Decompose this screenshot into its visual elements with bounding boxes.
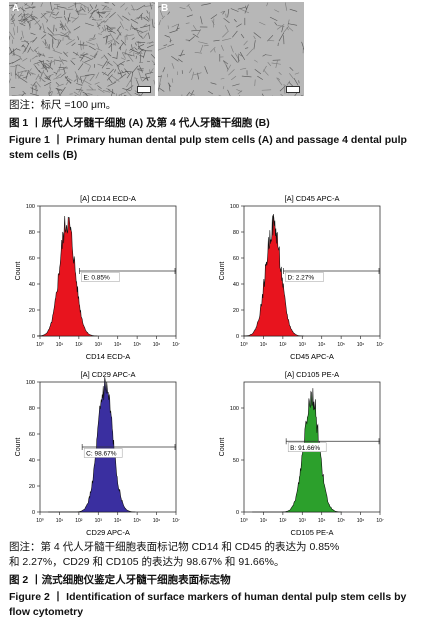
- y-axis-label: Count: [15, 438, 22, 457]
- y-tick-label: 40: [233, 282, 239, 288]
- micrograph-passage4: B: [158, 2, 304, 96]
- y-tick-label: 40: [29, 282, 35, 288]
- x-tick-label: 10⁷: [376, 342, 384, 348]
- gate-label: B: 91.66%: [290, 445, 320, 452]
- x-tick-label: 10⁵: [337, 342, 345, 348]
- x-tick-label: 10⁵: [337, 518, 345, 524]
- micrograph-primary: A: [9, 2, 155, 96]
- y-tick-label: 60: [29, 256, 35, 262]
- figure2-caption-en: Figure 2 丨 Identification of surface mar…: [9, 591, 407, 618]
- panel-a-label: A: [12, 3, 20, 14]
- chart-title: [A] CD29 APC-A: [80, 370, 135, 379]
- x-tick-label: 10⁰: [36, 342, 44, 348]
- y-tick-label: 100: [230, 204, 239, 210]
- figure2-caption-cn: 图 2 丨流式细胞仪鉴定人牙髓干细胞表面标志物: [9, 574, 231, 586]
- y-tick-label: 40: [29, 458, 35, 464]
- gate-label-box: [83, 448, 123, 458]
- x-tick-label: 10²: [75, 518, 83, 524]
- gate-label-box: [285, 272, 324, 282]
- x-tick-label: 10⁷: [376, 518, 384, 524]
- y-tick-label: 80: [29, 406, 35, 412]
- cell-texture: [9, 2, 155, 96]
- y-tick-label: 0: [32, 510, 35, 516]
- histogram-area: [37, 215, 98, 337]
- x-tick-label: 10⁰: [36, 518, 44, 524]
- chart-title: [A] CD105 PE-A: [285, 370, 339, 379]
- x-axis-label: CD105 PE-A: [291, 528, 334, 537]
- y-tick-label: 0: [236, 334, 239, 340]
- scale-bar: [137, 86, 151, 93]
- y-tick-label: 20: [29, 308, 35, 314]
- y-tick-label: 20: [233, 308, 239, 314]
- x-axis-label: CD29 APC-A: [86, 528, 130, 537]
- x-tick-label: 10³: [299, 342, 307, 348]
- gate-label: E: 0.85%: [83, 275, 110, 282]
- y-tick-label: 60: [29, 432, 35, 438]
- histogram-area: [252, 388, 342, 513]
- figure1-note: 图注：标尺 =100 μm。: [9, 99, 117, 111]
- chart-title: [A] CD45 APC-A: [284, 194, 339, 203]
- micrograph-a-image: [9, 2, 155, 96]
- x-tick-label: 10¹: [56, 518, 64, 524]
- x-axis-label: CD14 ECD-A: [86, 352, 131, 361]
- x-tick-label: 10⁴: [114, 518, 122, 524]
- x-tick-label: 10⁶: [153, 518, 161, 524]
- histogram-cd29: [A] CD29 APC-A 0 20 40 60 80 100 10⁰ 10¹ 10² 10³ 10…: [15, 370, 180, 537]
- x-tick-label: 10⁶: [357, 518, 365, 524]
- x-tick-label: 10¹: [56, 342, 64, 348]
- x-tick-label: 10⁵: [133, 342, 141, 348]
- x-tick-label: 10⁰: [240, 342, 248, 348]
- histogram-cd105: [A] CD105 PE-A 0 50 100 10⁰ 10¹ 10² 10³ 10⁴ 10⁵ 10…: [219, 370, 384, 537]
- figure1-caption-en: Figure 1 丨 Primary human dental pulp ste…: [9, 134, 407, 161]
- figure1-caption-cn: 图 1 丨原代人牙髓干细胞 (A) 及第 4 代人牙髓干细胞 (B): [9, 117, 270, 129]
- y-tick-label: 100: [26, 204, 35, 210]
- x-tick-label: 10⁴: [114, 342, 122, 348]
- y-axis-label: Count: [219, 438, 226, 457]
- x-tick-label: 10⁴: [318, 518, 326, 524]
- x-tick-label: 10²: [75, 342, 83, 348]
- x-tick-label: 10¹: [260, 518, 268, 524]
- histogram-cd14: [A] CD14 ECD-A 0 20 40 60 80 100 10⁰ 10¹ 10² 10³ 10…: [15, 194, 180, 361]
- histogram-area: [243, 213, 304, 337]
- x-tick-label: 10⁵: [133, 518, 141, 524]
- x-tick-label: 10⁴: [318, 342, 326, 348]
- y-tick-label: 20: [29, 484, 35, 490]
- x-tick-label: 10⁶: [153, 342, 161, 348]
- histogram-cd45: [A] CD45 APC-A 0 20 40 60 80 100 10⁰ 10¹ 10² 10³ 10…: [219, 194, 384, 361]
- y-tick-label: 50: [233, 458, 239, 464]
- micrograph-background: [158, 2, 304, 96]
- x-tick-label: 10⁷: [172, 518, 180, 524]
- y-tick-label: 0: [32, 334, 35, 340]
- y-tick-label: 0: [236, 510, 239, 516]
- y-tick-label: 60: [233, 256, 239, 262]
- y-axis-label: Count: [15, 262, 22, 281]
- x-axis-label: CD45 APC-A: [290, 352, 334, 361]
- gate-label-box: [287, 442, 327, 452]
- panel-b-label: B: [161, 3, 169, 14]
- x-tick-label: 10⁶: [357, 342, 365, 348]
- gate-label: C: 98.67%: [86, 451, 117, 458]
- y-tick-label: 100: [230, 406, 239, 412]
- y-axis-label: Count: [219, 262, 226, 281]
- cell-texture: [158, 2, 304, 96]
- y-tick-label: 80: [29, 230, 35, 236]
- y-tick-label: 100: [26, 380, 35, 386]
- y-tick-label: 80: [233, 230, 239, 236]
- gate-label: D: 2.27%: [287, 275, 314, 282]
- x-tick-label: 10³: [299, 518, 307, 524]
- chart-title: [A] CD14 ECD-A: [80, 194, 136, 203]
- figure2-note-line2: 和 2.27%，CD29 和 CD105 的表达为 98.67% 和 91.66…: [9, 556, 285, 568]
- gate-label-box: [81, 272, 120, 282]
- x-tick-label: 10⁰: [240, 518, 248, 524]
- histogram-area: [48, 377, 136, 513]
- x-tick-label: 10²: [279, 342, 287, 348]
- x-tick-label: 10³: [95, 518, 103, 524]
- micrograph-b-image: [158, 2, 304, 96]
- x-tick-label: 10⁷: [172, 342, 180, 348]
- x-tick-label: 10³: [95, 342, 103, 348]
- figure2-note-line1: 图注：第 4 代人牙髓干细胞表面标记物 CD14 和 CD45 的表达为 0.8…: [9, 541, 340, 553]
- x-tick-label: 10¹: [260, 342, 268, 348]
- scale-bar: [286, 86, 300, 93]
- x-tick-label: 10²: [279, 518, 287, 524]
